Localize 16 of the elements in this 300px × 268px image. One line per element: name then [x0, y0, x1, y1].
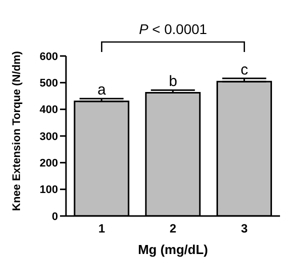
y-tick-label: 600	[40, 50, 58, 63]
annotation: b	[168, 73, 178, 90]
y-tick-label: 400	[40, 104, 58, 116]
x-tick-label: 1	[98, 222, 106, 236]
y-axis-title: Knee Extension Torque (N/dm)	[10, 50, 23, 211]
y-tick-label: 200	[40, 158, 58, 170]
x-tick-label: 2	[170, 222, 177, 236]
annotation: a	[97, 82, 106, 99]
y-tick-label: 0	[52, 210, 58, 223]
y-tick-label: 300	[40, 130, 58, 143]
y-tick-label: 500	[40, 78, 58, 90]
y-tick-label: 100	[40, 184, 58, 196]
x-axis-title: Mg (mg/dL)	[138, 242, 208, 257]
annotation: c	[240, 61, 249, 78]
text: P < 0.0001	[138, 21, 208, 37]
x-tick-label: 3	[240, 222, 248, 236]
